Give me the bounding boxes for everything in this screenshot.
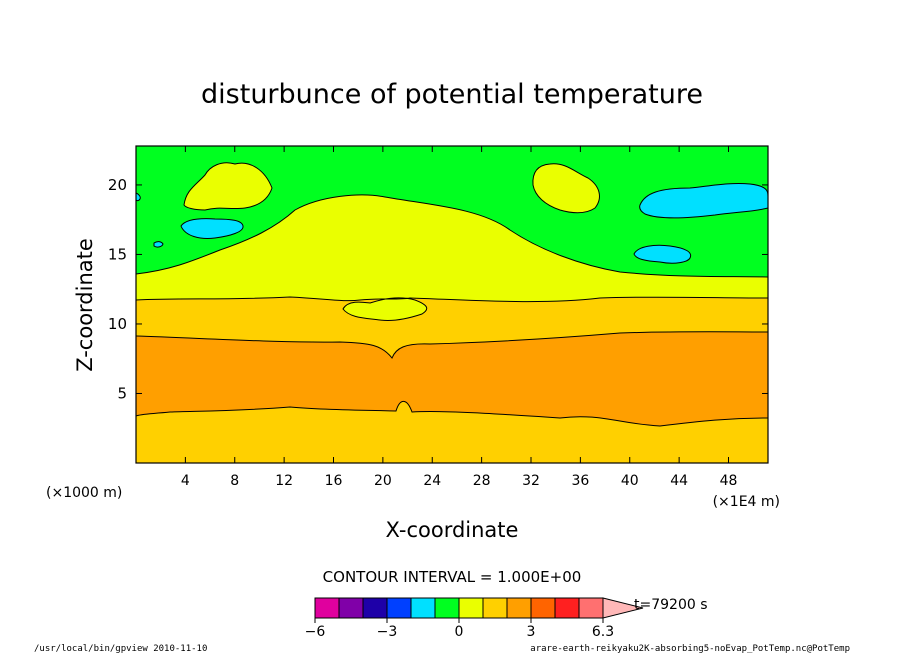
footer-left: /usr/local/bin/gpview 2010-11-10 <box>34 644 207 654</box>
x-tick-label: 4 <box>181 473 190 489</box>
colorbar-swatch <box>434 597 460 619</box>
x-tick-label: 40 <box>621 473 639 489</box>
x-unit-right: (×1E4 m) <box>713 494 780 510</box>
x-tick-label: 8 <box>230 473 239 489</box>
x-tick-label: 32 <box>522 473 540 489</box>
x-tick-label: 28 <box>473 473 491 489</box>
colorbar-label: 0 <box>455 624 464 640</box>
x-tick-label: 24 <box>423 473 441 489</box>
contour-line-1 <box>135 296 769 303</box>
footer-right: arare-earth-reikyaku2K-absorbing5-noEvap… <box>530 644 850 654</box>
band-orange <box>136 331 768 426</box>
colorbar-swatch <box>362 597 388 619</box>
colorbar-label: 6.3 <box>592 624 614 640</box>
y-tick-label: 15 <box>108 245 127 263</box>
y-axis: 5 10 15 20 <box>108 176 768 402</box>
y-axis-label: Z-coordinate <box>73 238 97 372</box>
colorbar: −6 −3 0 3 6.3 <box>305 597 644 640</box>
colorbar-swatch <box>314 597 340 619</box>
colorbar-swatch <box>386 597 412 619</box>
contour-interval-label: CONTOUR INTERVAL = 1.000E+00 <box>323 568 582 586</box>
colorbar-swatch <box>410 597 436 619</box>
x-axis-label: X-coordinate <box>386 518 519 542</box>
x-tick-label: 48 <box>720 473 738 489</box>
blob-yellow-center <box>342 297 428 321</box>
plot-frame <box>135 145 769 464</box>
colorbar-swatch <box>506 597 532 619</box>
blob-yellow-upper-right <box>532 163 600 214</box>
x-tick-label: 12 <box>275 473 293 489</box>
y-tick-label: 5 <box>117 384 127 402</box>
time-label: t=79200 s <box>634 597 708 613</box>
colorbar-swatch <box>530 597 556 619</box>
x-unit-left: (×1000 m) <box>46 485 122 501</box>
blob-cyan-small <box>153 241 164 248</box>
colorbar-swatch <box>458 597 484 619</box>
blob-cyan-mid-right <box>633 244 692 264</box>
colorbar-label: −3 <box>377 624 398 640</box>
blob-cyan-left <box>180 218 244 239</box>
blob-cyan-edge <box>135 192 141 202</box>
y-tick-label: 20 <box>108 176 127 194</box>
chart-title: disturbunce of potential temperature <box>201 79 703 110</box>
x-tick-label: 44 <box>670 473 688 489</box>
x-tick-label: 16 <box>325 473 343 489</box>
x-tick-label: 36 <box>571 473 589 489</box>
colorbar-arrow <box>602 597 644 619</box>
colorbar-swatch <box>578 597 604 619</box>
x-tick-label: 20 <box>374 473 392 489</box>
colorbar-label: 3 <box>527 624 536 640</box>
colorbar-swatch <box>482 597 508 619</box>
blob-yellow-upper-left <box>183 162 273 211</box>
colorbar-swatch <box>554 597 580 619</box>
contour-line-2-lower <box>135 400 769 427</box>
y-tick-label: 10 <box>108 315 127 333</box>
contour-line-0 <box>135 194 769 278</box>
x-axis: 4 8 12 16 20 24 28 32 36 40 44 48 <box>181 146 738 489</box>
colorbar-label: −6 <box>305 624 326 640</box>
contour-line-2-upper <box>135 331 769 359</box>
colorbar-swatch <box>338 597 364 619</box>
